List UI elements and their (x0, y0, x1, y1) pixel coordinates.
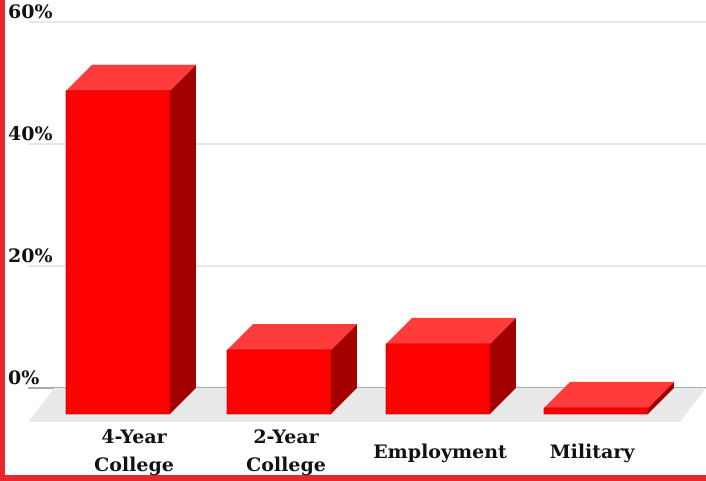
x-tick-label-1-line-1: College (246, 454, 326, 476)
x-tick-label-3: Military (550, 441, 636, 463)
bar-top-0 (66, 64, 196, 91)
y-tick-label-3: 60% (8, 1, 53, 23)
y-tick-label-2: 40% (8, 123, 53, 145)
bar-side-0 (170, 64, 196, 414)
bar-side-1 (331, 323, 357, 414)
x-tick-label-0-line-1: College (94, 454, 174, 476)
x-tick-label-0-line-0: 4-Year (101, 426, 167, 448)
bar-top-1 (227, 323, 357, 350)
chart-frame-left (0, 0, 5, 481)
bar-3 (543, 407, 649, 415)
bar-2 (385, 343, 491, 415)
bar-1 (226, 349, 332, 415)
bar-0 (65, 90, 171, 415)
chart-floor (28, 388, 706, 422)
bar-side-3 (648, 381, 674, 414)
bar-top-2 (386, 317, 516, 344)
x-tick-label-1-line-0: 2-Year (253, 426, 319, 448)
y-tick-label-1: 20% (8, 245, 53, 267)
bar-top-3 (544, 381, 674, 408)
x-tick-label-2: Employment (373, 441, 507, 463)
chart-frame-bottom (0, 475, 706, 481)
bar-side-2 (490, 317, 516, 414)
y-tick-label-0: 0% (8, 367, 39, 389)
